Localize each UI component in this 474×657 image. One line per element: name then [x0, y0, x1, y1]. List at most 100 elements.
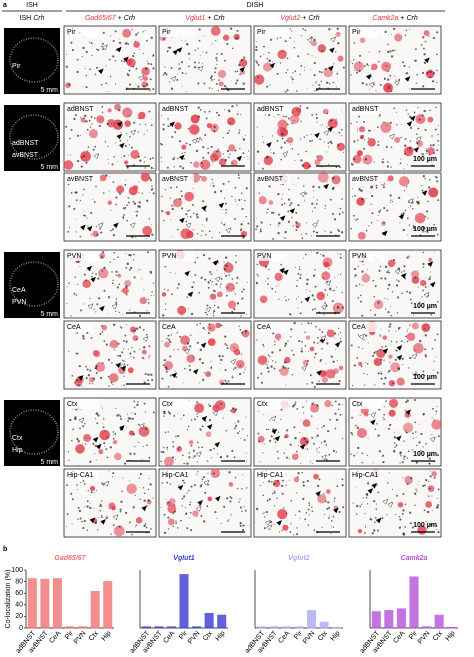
black-dot: [76, 332, 78, 334]
black-dot: [100, 83, 103, 86]
black-dot: [311, 506, 313, 508]
ish-header: ISH: [26, 2, 38, 9]
black-dot: [280, 146, 283, 149]
black-dot: [67, 85, 69, 87]
black-dot: [182, 382, 184, 384]
black-dot: [125, 293, 128, 296]
black-dot: [161, 482, 164, 484]
black-dot: [437, 144, 439, 146]
black-dot: [307, 322, 310, 325]
arrowhead: [192, 368, 199, 375]
arrowhead: [321, 454, 327, 461]
black-dot: [84, 215, 87, 217]
black-dot: [65, 526, 67, 528]
tile-label: CeA: [67, 324, 81, 331]
black-dot: [327, 517, 330, 519]
black-dot: [318, 328, 321, 331]
black-dot: [297, 204, 300, 207]
arrowhead: [274, 435, 281, 442]
black-dot: [100, 231, 103, 234]
red-cell: [321, 271, 331, 281]
black-dot: [311, 55, 313, 57]
black-dot: [126, 427, 128, 429]
black-dot: [92, 198, 94, 200]
black-dot: [288, 457, 290, 459]
black-dot: [202, 378, 205, 381]
black-dot: [415, 82, 418, 84]
black-dot: [207, 147, 209, 150]
black-dot: [99, 504, 101, 507]
black-dot: [147, 62, 150, 65]
black-dot: [171, 204, 173, 207]
black-dot: [142, 445, 144, 448]
black-dot: [417, 196, 419, 198]
black-dot: [236, 302, 240, 305]
black-dot: [82, 85, 84, 87]
arrowhead: [320, 335, 327, 342]
black-dot: [131, 29, 133, 31]
black-dot: [383, 418, 385, 421]
black-dot: [354, 276, 356, 278]
black-dot: [381, 161, 384, 164]
black-dot: [422, 36, 425, 39]
black-dot: [75, 199, 78, 202]
brain-section: [9, 409, 59, 455]
black-dot: [82, 334, 85, 338]
black-dot: [126, 323, 128, 325]
black-dot: [247, 282, 249, 283]
black-dot: [321, 347, 323, 350]
black-dot: [278, 222, 281, 225]
red-cell: [142, 225, 153, 236]
black-dot: [384, 265, 388, 269]
black-dot: [393, 431, 395, 433]
black-dot: [177, 157, 179, 160]
black-dot: [435, 356, 437, 358]
black-dot: [222, 137, 224, 139]
black-dot: [255, 281, 259, 285]
arrowhead: [111, 303, 118, 310]
black-dot: [190, 444, 193, 447]
black-dot: [178, 68, 180, 70]
black-dot: [192, 212, 195, 215]
black-dot: [236, 29, 239, 32]
black-dot: [194, 273, 197, 276]
black-dot: [89, 297, 91, 300]
brain-section: [9, 114, 59, 160]
black-dot: [219, 362, 221, 364]
black-dot: [296, 533, 299, 536]
black-dot: [283, 202, 286, 205]
black-dot: [233, 288, 235, 290]
black-dot: [222, 153, 225, 155]
black-dot: [268, 51, 270, 54]
black-dot: [423, 509, 426, 512]
black-dot: [200, 514, 203, 517]
black-dot: [314, 308, 316, 310]
black-dot: [87, 374, 91, 377]
black-dot: [131, 533, 133, 536]
black-dot: [266, 85, 269, 88]
tile-label: PVN: [257, 253, 271, 260]
bar: [319, 621, 329, 629]
black-dot: [128, 268, 131, 271]
black-dot: [82, 443, 83, 445]
black-dot: [107, 358, 111, 361]
label-bg: [350, 174, 384, 184]
black-dot: [169, 197, 172, 199]
black-dot: [241, 528, 245, 532]
black-dot: [136, 327, 139, 330]
black-dot: [362, 284, 363, 286]
black-dot: [300, 120, 302, 123]
black-dot: [126, 219, 129, 222]
black-dot: [239, 328, 242, 331]
black-dot: [217, 159, 219, 161]
black-dot: [173, 349, 175, 351]
black-dot: [199, 55, 201, 57]
red-cell: [239, 58, 248, 67]
black-dot: [292, 111, 294, 113]
black-dot: [417, 127, 420, 130]
black-dot: [312, 274, 316, 277]
black-dot: [101, 362, 104, 364]
black-dot: [394, 49, 396, 51]
arrowhead: [130, 129, 137, 136]
black-dot: [304, 253, 307, 256]
